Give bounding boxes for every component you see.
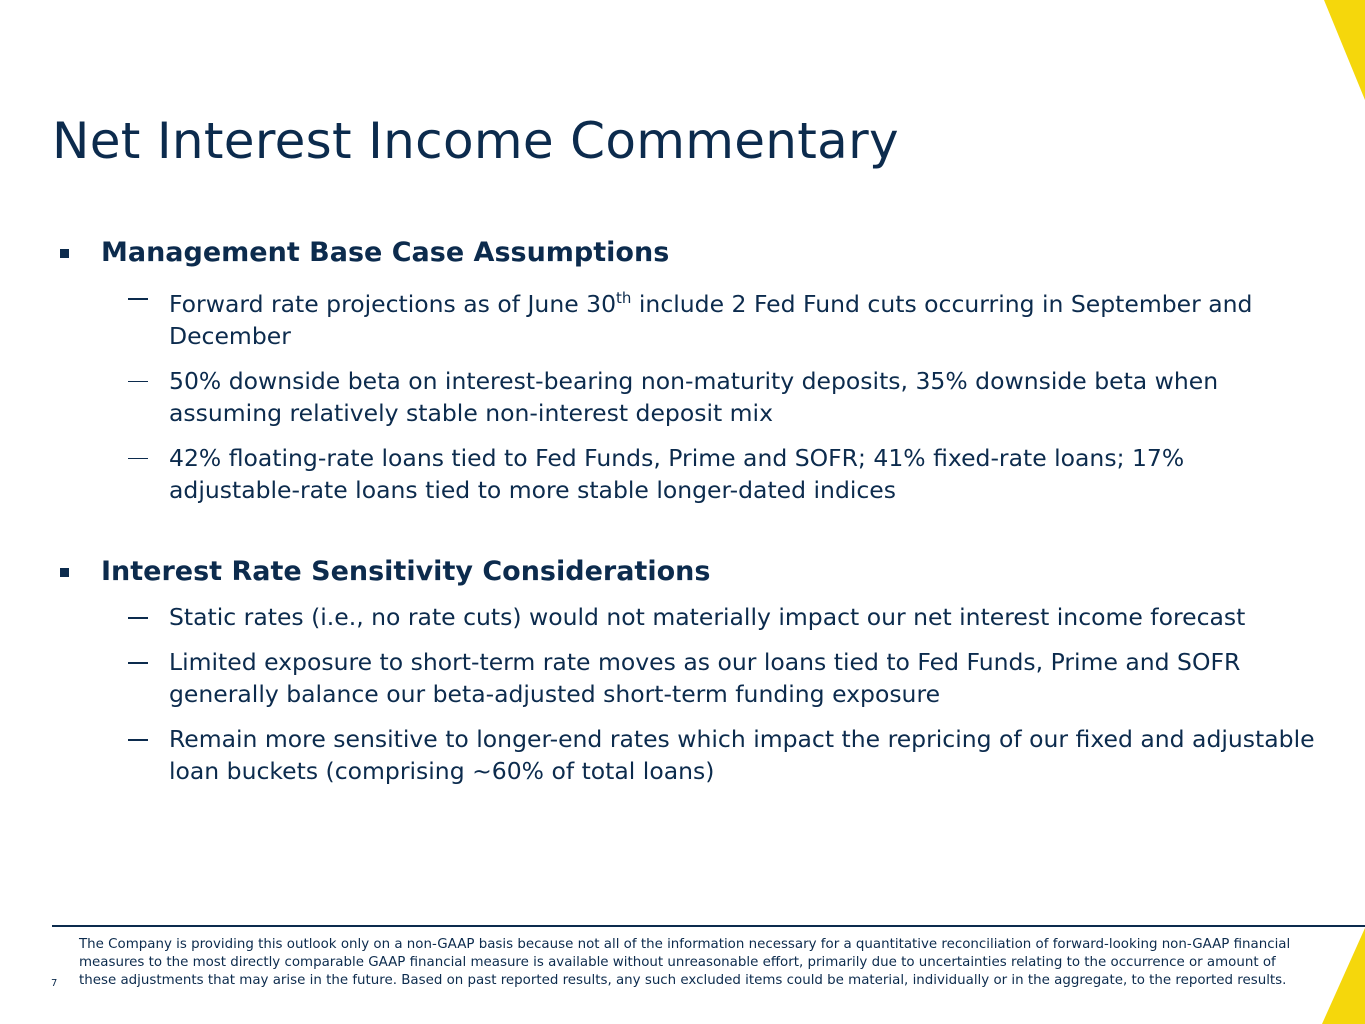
item-text: Remain more sensitive to longer-end rate… [169, 725, 1315, 785]
dash [128, 380, 148, 383]
section: Management Base Case Assumptions Forward… [60, 236, 1320, 519]
heading-text: Interest Rate Sensitivity Considerations [101, 556, 711, 587]
dash [128, 662, 148, 664]
item-text: 50% downside beta on interest-bearing no… [169, 366, 1219, 427]
dash [128, 739, 148, 741]
superscript: th [616, 289, 632, 307]
heading-text: Management Base Case Assumptions [101, 237, 670, 268]
bottom-triangle [1322, 928, 1365, 1024]
bullet [60, 249, 69, 258]
footnote: The Company is providing this outlook on… [79, 937, 1291, 988]
item: 50% downside beta on interest-bearing no… [60, 365, 1320, 429]
top-triangle [1324, 0, 1365, 100]
page-number: 7 [51, 978, 58, 989]
section-heading: Interest Rate Sensitivity Considerations [60, 555, 1320, 589]
slide-title: Net Interest Income Commentary [52, 112, 899, 170]
item-text: Forward rate projections as of June 30 [169, 289, 617, 318]
item-text: Static rates (i.e., no rate cuts) would … [169, 603, 1246, 631]
item-text: include 2 Fed Fund cuts occurring in Sep… [169, 289, 1253, 350]
item-text: Limited exposure to short-term rate move… [169, 648, 1241, 708]
item: Remain more sensitive to longer-end rate… [60, 723, 1320, 787]
section: Interest Rate Sensitivity Considerations… [60, 555, 1320, 800]
item: Forward rate projections as of June 30th… [60, 282, 1320, 352]
section-heading: Management Base Case Assumptions [60, 236, 1320, 270]
dash [128, 617, 148, 619]
item: Static rates (i.e., no rate cuts) would … [60, 601, 1320, 633]
footer-rule [52, 925, 1365, 927]
bullet [60, 568, 69, 577]
item-text: 42% floating-rate loans tied to Fed Fund… [169, 443, 1185, 504]
dash [128, 457, 148, 460]
item: 42% floating-rate loans tied to Fed Fund… [60, 442, 1320, 506]
item: Limited exposure to short-term rate move… [60, 646, 1320, 710]
dash [128, 298, 148, 300]
